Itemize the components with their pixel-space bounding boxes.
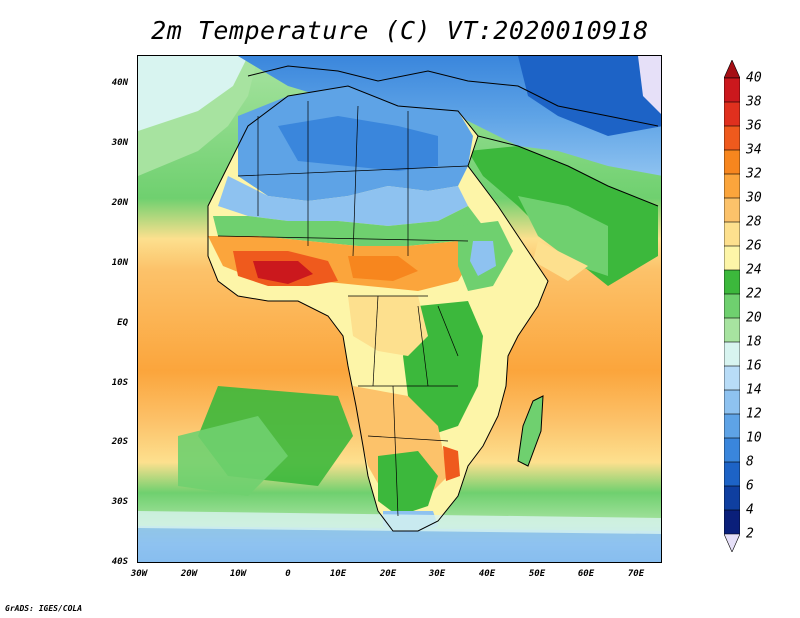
colorbar-label: 10 xyxy=(746,430,762,446)
colorbar-swatch xyxy=(724,125,740,151)
lat-tick-20s: 20S xyxy=(111,437,128,447)
west-africa-hottest xyxy=(253,261,313,284)
credit-text: GrADS: IGES/COLA xyxy=(5,604,83,613)
arabia-warm xyxy=(518,196,608,276)
lon-tick-10e: 10E xyxy=(329,569,347,579)
colorbar xyxy=(724,60,740,552)
colorbar-bottom-arrow xyxy=(724,533,740,552)
lat-tick-eq: EQ xyxy=(117,318,128,328)
colorbar-label: 20 xyxy=(746,310,762,326)
colorbar-label: 34 xyxy=(746,142,762,158)
lat-tick-10s: 10S xyxy=(111,378,128,388)
colorbar-swatch xyxy=(724,485,740,511)
lon-tick-50e: 50E xyxy=(528,569,546,579)
arabia-coastline xyxy=(477,135,659,207)
sahara-transition xyxy=(218,176,468,226)
south-atlantic-cool-2 xyxy=(178,416,288,496)
chart-title: 2m Temperature (C) VT:2020010918 xyxy=(151,16,649,45)
country-borders xyxy=(217,101,469,517)
congo-warm xyxy=(348,296,428,356)
colorbar-swatch xyxy=(724,509,740,535)
colorbar-swatch xyxy=(724,101,740,127)
lon-tick-30e: 30E xyxy=(428,569,446,579)
colorbar-swatch xyxy=(724,317,740,343)
europe-coastline xyxy=(247,65,659,127)
colorbar-swatch xyxy=(724,293,740,319)
ethiopia-cold-core xyxy=(470,241,496,276)
colorbar-swatch xyxy=(724,221,740,247)
lat-tick-10n: 10N xyxy=(111,258,128,268)
colorbar-swatch xyxy=(724,245,740,271)
lat-tick-40n: 40N xyxy=(111,78,128,88)
colorbar-label: 28 xyxy=(746,214,762,230)
colorbar-label: 16 xyxy=(746,358,762,374)
southern-africa-green xyxy=(378,451,438,516)
colorbar-swatch xyxy=(724,77,740,103)
lon-tick-0: 0 xyxy=(285,569,291,579)
lon-tick-40e: 40E xyxy=(478,569,496,579)
colorbar-swatch xyxy=(724,437,740,463)
mozambique-hot xyxy=(443,446,460,481)
sahel-green xyxy=(213,206,483,246)
lat-tick-30n: 30N xyxy=(111,138,128,148)
colorbar-swatch xyxy=(724,149,740,175)
colorbar-label: 4 xyxy=(746,502,754,518)
lon-tick-20w: 20W xyxy=(180,569,198,579)
north-atlantic-cool xyxy=(138,56,248,131)
southern-ocean-light xyxy=(138,511,661,534)
colorbar-label: 30 xyxy=(746,190,762,206)
lon-tick-70e: 70E xyxy=(627,569,645,579)
colorbar-label: 14 xyxy=(746,382,762,398)
colorbar-swatch xyxy=(724,461,740,487)
lon-tick-60e: 60E xyxy=(577,569,595,579)
lat-tick-40s: 40S xyxy=(111,557,128,567)
sahara-core xyxy=(278,116,438,171)
lat-tick-20n: 20N xyxy=(111,198,128,208)
colorbar-label: 36 xyxy=(746,118,762,134)
colorbar-swatch xyxy=(724,365,740,391)
southern-ocean-band xyxy=(138,526,661,562)
colorbar-label: 32 xyxy=(746,166,762,182)
temperature-field xyxy=(138,56,661,562)
colorbar-swatch xyxy=(724,341,740,367)
colorbar-label: 22 xyxy=(746,286,762,302)
africa-coastline xyxy=(207,85,549,532)
colorbar-label: 26 xyxy=(746,238,762,254)
colorbar-swatch xyxy=(724,197,740,223)
colorbar-label: 6 xyxy=(746,478,754,494)
central-sahel-hot xyxy=(348,256,418,281)
turkey-cold xyxy=(518,56,661,136)
colorbar-label: 40 xyxy=(746,70,762,86)
colorbar-swatch xyxy=(724,413,740,439)
colorbar-label: 8 xyxy=(746,454,754,470)
lon-tick-10w: 10W xyxy=(229,569,247,579)
colorbar-label: 18 xyxy=(746,334,762,350)
colorbar-label: 12 xyxy=(746,406,762,422)
colorbar-label: 2 xyxy=(746,526,754,542)
high-asia xyxy=(638,56,661,114)
colorbar-swatch xyxy=(724,389,740,415)
map-panel xyxy=(137,55,662,563)
colorbar-label: 24 xyxy=(746,262,762,278)
lon-tick-30w: 30W xyxy=(130,569,148,579)
colorbar-swatch xyxy=(724,173,740,199)
colorbar-top-arrow xyxy=(724,60,740,79)
madagascar xyxy=(518,396,543,466)
lon-tick-20e: 20E xyxy=(379,569,397,579)
lat-tick-30s: 30S xyxy=(111,497,128,507)
madagascar-coastline xyxy=(517,395,544,467)
arabia-south xyxy=(533,241,588,281)
colorbar-label: 38 xyxy=(746,94,762,110)
colorbar-swatch xyxy=(724,269,740,295)
